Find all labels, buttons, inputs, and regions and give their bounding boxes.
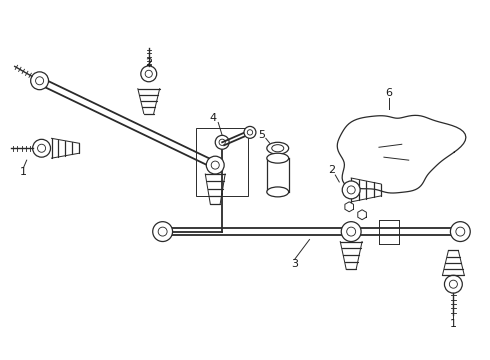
Ellipse shape bbox=[267, 153, 289, 163]
Text: 2: 2 bbox=[145, 58, 152, 68]
Text: 3: 3 bbox=[291, 259, 298, 269]
Circle shape bbox=[141, 66, 157, 82]
Text: 1: 1 bbox=[20, 167, 27, 177]
Text: 6: 6 bbox=[385, 88, 392, 98]
Circle shape bbox=[215, 135, 229, 149]
Circle shape bbox=[31, 72, 49, 90]
Circle shape bbox=[206, 156, 224, 174]
Text: 1: 1 bbox=[450, 319, 457, 329]
Ellipse shape bbox=[267, 187, 289, 197]
Text: 5: 5 bbox=[258, 130, 266, 140]
Text: 4: 4 bbox=[210, 113, 217, 123]
Circle shape bbox=[153, 222, 172, 242]
Bar bbox=[196, 129, 248, 196]
Text: 2: 2 bbox=[328, 165, 335, 175]
Circle shape bbox=[342, 181, 360, 199]
Circle shape bbox=[341, 222, 361, 242]
Circle shape bbox=[450, 222, 470, 242]
Circle shape bbox=[244, 126, 256, 138]
Circle shape bbox=[444, 275, 462, 293]
Ellipse shape bbox=[267, 142, 289, 154]
Circle shape bbox=[33, 139, 50, 157]
